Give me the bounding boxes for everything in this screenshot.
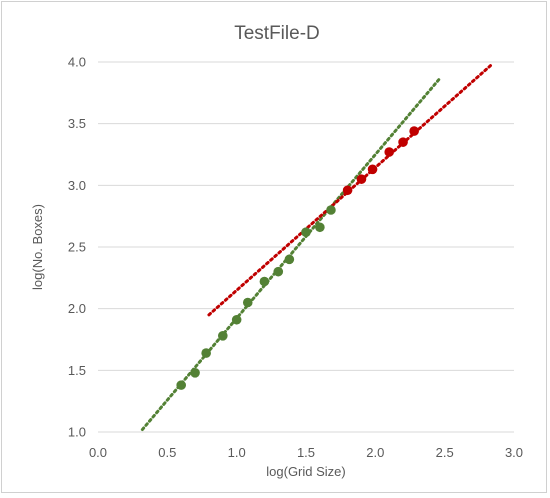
data-point-series-2 xyxy=(398,137,408,147)
data-point-series-1 xyxy=(273,266,284,277)
data-point-series-1 xyxy=(326,205,336,215)
data-point-series-1 xyxy=(231,314,242,325)
data-point-series-2 xyxy=(409,126,419,136)
data-point-series-1 xyxy=(218,331,228,341)
data-point-series-1 xyxy=(242,297,253,308)
x-tick-label: 0.0 xyxy=(89,445,107,460)
x-axis-label: log(Grid Size) xyxy=(266,464,345,479)
y-tick-label: 3.0 xyxy=(68,178,86,193)
y-tick-label: 2.5 xyxy=(68,240,86,255)
y-tick-label: 1.5 xyxy=(68,363,86,378)
y-axis-ticks: 1.0 1.5 2.0 2.5 3.0 3.5 4.0 xyxy=(68,55,86,440)
data-point-series-1 xyxy=(176,380,186,390)
y-tick-label: 4.0 xyxy=(68,55,86,70)
data-point-series-1 xyxy=(284,254,295,265)
y-tick-label: 3.5 xyxy=(68,116,86,131)
data-points xyxy=(176,126,419,390)
data-point-series-2 xyxy=(367,164,378,175)
trendline-1 xyxy=(140,77,441,432)
y-tick-label: 1.0 xyxy=(68,425,86,440)
data-point-series-1 xyxy=(301,227,311,237)
grid-lines xyxy=(98,61,514,433)
x-tick-label: 0.5 xyxy=(158,445,176,460)
chart-title: TestFile-D xyxy=(234,23,320,44)
y-tick-label: 2.0 xyxy=(68,301,86,316)
data-point-series-1 xyxy=(190,368,200,378)
x-tick-label: 1.0 xyxy=(228,445,246,460)
data-point-series-1 xyxy=(259,276,270,287)
x-tick-label: 2.0 xyxy=(366,445,384,460)
x-tick-label: 1.5 xyxy=(297,445,315,460)
x-tick-label: 2.5 xyxy=(436,445,454,460)
data-point-series-1 xyxy=(315,222,325,233)
y-axis-label: log(No. Boxes) xyxy=(30,204,45,290)
data-point-series-1 xyxy=(201,348,211,358)
x-tick-label: 3.0 xyxy=(505,445,523,460)
data-point-series-2 xyxy=(342,185,353,196)
data-point-series-2 xyxy=(384,147,395,157)
data-point-series-2 xyxy=(356,174,367,184)
x-axis-ticks: 0.0 0.5 1.0 1.5 2.0 2.5 3.0 xyxy=(89,445,523,460)
